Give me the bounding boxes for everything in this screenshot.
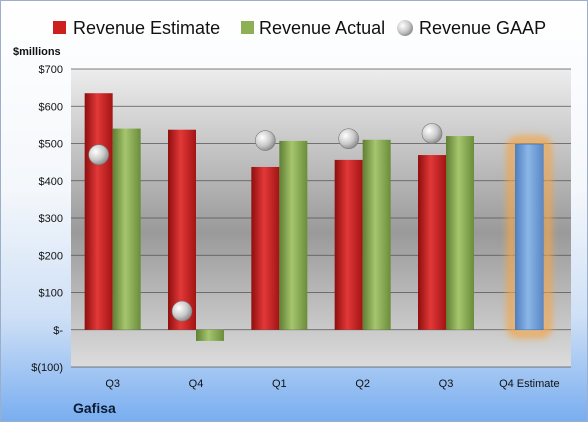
bars xyxy=(84,93,551,341)
y-tick-label: $400 xyxy=(39,176,63,188)
bar-revenue-estimate xyxy=(168,129,196,330)
bar-revenue-actual xyxy=(279,140,308,330)
marker-revenue-gaap xyxy=(338,128,359,149)
estimate-glow xyxy=(507,136,551,338)
bar-revenue-actual xyxy=(112,128,141,330)
legend-swatch-revenue-estimate xyxy=(53,21,66,34)
y-tick-label: $300 xyxy=(39,213,63,225)
bar-revenue-estimate xyxy=(251,166,280,330)
x-tick-label: Q1 xyxy=(272,378,287,390)
x-tick-label: Q4 xyxy=(189,378,204,390)
marker-revenue-gaap xyxy=(171,300,193,322)
marker-revenue-gaap xyxy=(255,130,276,151)
bar-revenue-estimate xyxy=(84,93,113,330)
legend-swatch-revenue-actual xyxy=(241,21,254,34)
y-tick-label: $- xyxy=(53,325,63,337)
bar-revenue-estimate xyxy=(418,155,446,330)
y-tick-label: $(100) xyxy=(31,362,63,374)
bar-revenue-actual xyxy=(196,329,224,341)
legend: Revenue Estimate Revenue Actual Revenue … xyxy=(53,18,546,38)
bar-revenue-actual xyxy=(362,139,391,330)
legend-label-revenue-estimate: Revenue Estimate xyxy=(73,18,220,38)
y-tick-label: $500 xyxy=(39,139,63,151)
company-name: Gafisa xyxy=(73,400,116,416)
unit-label: $millions xyxy=(13,46,61,58)
marker-revenue-gaap xyxy=(421,123,443,144)
marker-revenue-gaap xyxy=(88,144,109,165)
x-tick-label: Q2 xyxy=(355,378,370,390)
bar-revenue-estimate xyxy=(334,159,363,330)
legend-swatch-revenue-gaap xyxy=(397,20,413,36)
bar-q4-estimate xyxy=(515,143,544,330)
bar-revenue-actual xyxy=(446,136,474,330)
y-axis-tick-labels: $700 $600 $500 $400 $300 $200 $100 $- $(100) xyxy=(31,64,63,374)
y-tick-label: $200 xyxy=(39,250,63,262)
x-tick-label: Q3 xyxy=(105,378,120,390)
y-tick-label: $600 xyxy=(39,101,63,113)
legend-label-revenue-actual: Revenue Actual xyxy=(259,18,385,38)
x-tick-label: Q3 xyxy=(439,378,454,390)
x-tick-label: Q4 Estimate xyxy=(499,378,560,390)
gridlines xyxy=(71,68,571,368)
legend-label-revenue-gaap: Revenue GAAP xyxy=(419,18,546,38)
x-axis-tick-labels: Q3 Q4 Q1 Q2 Q3 Q4 Estimate xyxy=(105,378,559,390)
y-tick-label: $100 xyxy=(39,288,63,300)
y-tick-label: $700 xyxy=(39,64,63,76)
